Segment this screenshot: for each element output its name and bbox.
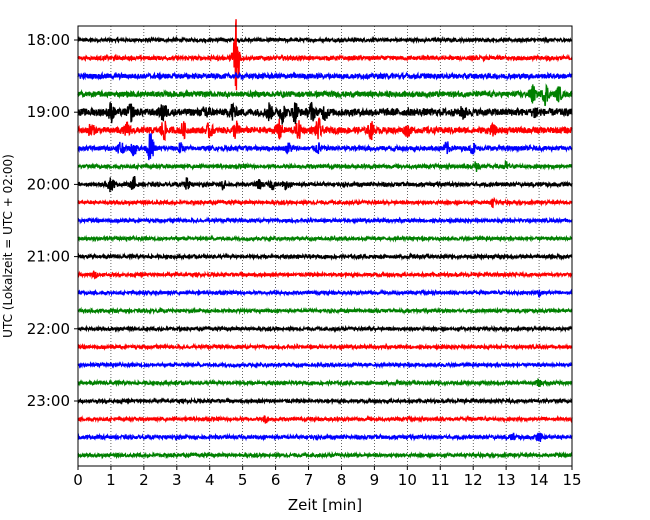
x-tick-label: 10	[398, 471, 417, 489]
x-tick-label: 11	[431, 471, 450, 489]
x-axis-ticks: 0 1 2 3 4 5 6 7 8 9 10 11 12 13 14 15	[73, 466, 582, 489]
trace-2345	[77, 450, 573, 460]
trace-2330	[77, 432, 573, 443]
x-tick-label: 6	[271, 471, 281, 489]
y-tick-label: 22:00	[27, 320, 70, 338]
trace-2015	[77, 196, 573, 209]
y-tick-label: 19:00	[27, 103, 70, 121]
trace-1915	[77, 116, 573, 142]
x-tick-label: 0	[73, 471, 83, 489]
trace-2300	[77, 396, 573, 406]
y-tick-label: 18:00	[27, 31, 70, 49]
x-tick-label: 12	[464, 471, 483, 489]
trace-2315	[77, 414, 573, 424]
trace-2030	[77, 216, 573, 225]
trace-1845	[77, 83, 573, 107]
y-tick-label: 20:00	[27, 175, 70, 193]
trace-lines	[77, 19, 573, 460]
trace-2130	[77, 288, 573, 299]
x-axis-label: Zeit [min]	[288, 496, 362, 514]
trace-2230	[77, 360, 573, 370]
trace-2045	[77, 234, 573, 243]
trace-2200	[77, 324, 573, 334]
x-tick-label: 13	[497, 471, 516, 489]
trace-1815	[77, 19, 573, 91]
trace-2000	[77, 175, 573, 193]
y-tick-label: 23:00	[27, 392, 70, 410]
x-tick-label: 7	[304, 471, 314, 489]
y-axis-ticks: 18:00 19:00 20:00 21:00 22:00 23:00	[27, 31, 78, 410]
trace-1900	[77, 101, 573, 125]
x-tick-label: 8	[337, 471, 347, 489]
x-tick-label: 9	[370, 471, 380, 489]
x-tick-label: 1	[106, 471, 116, 489]
trace-2115	[77, 270, 573, 280]
trace-2100	[77, 252, 573, 261]
trace-2145	[77, 306, 573, 316]
vertical-grid	[110, 26, 540, 466]
x-tick-label: 14	[530, 471, 549, 489]
x-tick-label: 4	[205, 471, 215, 489]
trace-2245	[77, 378, 573, 388]
trace-1945	[77, 159, 573, 172]
x-tick-label: 2	[139, 471, 149, 489]
plot-frame	[77, 25, 573, 467]
trace-1800	[77, 35, 573, 45]
y-axis-label: UTC (Lokalzeit = UTC + 02:00)	[1, 154, 15, 338]
x-tick-label: 5	[238, 471, 248, 489]
trace-1830	[77, 71, 573, 81]
x-tick-label: 15	[562, 471, 581, 489]
y-tick-label: 21:00	[27, 248, 70, 266]
trace-1930	[77, 133, 573, 161]
trace-2215	[77, 342, 573, 352]
x-tick-label: 3	[172, 471, 182, 489]
